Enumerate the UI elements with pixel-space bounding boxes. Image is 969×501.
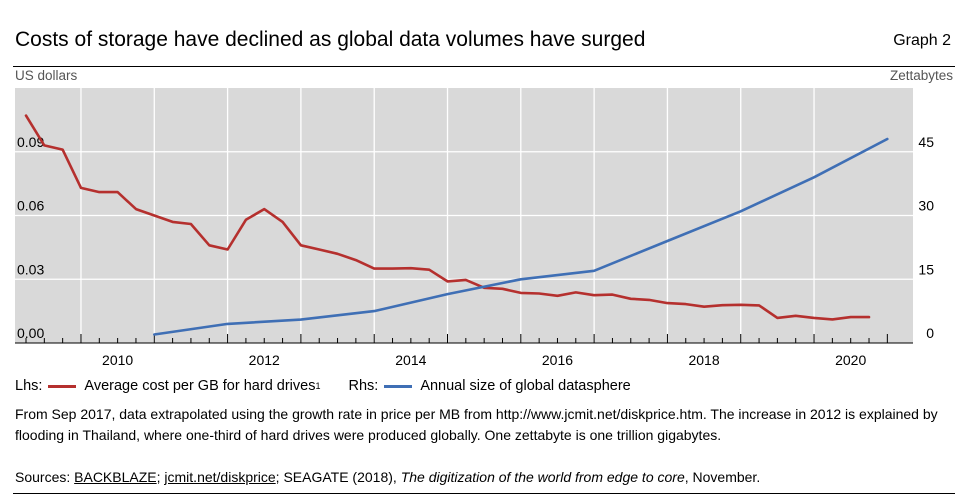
right-axis-unit: Zettabytes <box>889 68 953 83</box>
legend-datasphere-swatch <box>384 384 413 388</box>
legend-cost-swatch <box>48 384 77 388</box>
sources-prefix: Sources: <box>15 469 71 485</box>
x-axis-tick-label: 2010 <box>102 352 133 368</box>
right-axis-tick-label: 0 <box>926 325 934 341</box>
graph-number-label: Graph 2 <box>893 32 951 49</box>
right-axis-tick-label: 15 <box>918 261 934 277</box>
series-line-datasphere <box>153 137 889 336</box>
right-axis-tick-label: 30 <box>918 198 934 214</box>
legend: Lhs: Average cost per GB for hard drives… <box>15 378 631 394</box>
legend-cost-label: Average cost per GB for hard drives <box>84 378 316 394</box>
legend-footnote-marker: 1 <box>315 381 321 391</box>
x-axis-tick-label: 2012 <box>249 352 280 368</box>
legend-rhs-prefix: Rhs: <box>348 378 379 394</box>
x-axis-tick-label: 2020 <box>835 352 866 368</box>
source-backblaze-link[interactable]: BACKBLAZE <box>74 469 157 485</box>
x-axis-tick-label: 2018 <box>688 352 719 368</box>
left-axis-tick-label: 0.09 <box>17 134 44 150</box>
legend-lhs-prefix: Lhs: <box>15 378 43 394</box>
source-seagate-title: The digitization of the world from edge … <box>400 469 685 485</box>
sources-seagate: ; SEAGATE (2018), <box>275 469 397 485</box>
x-axis-tick-label: 2016 <box>542 352 573 368</box>
chart-title: Costs of storage have declined as global… <box>15 28 646 51</box>
right-axis-tick-label: 45 <box>918 134 934 150</box>
left-axis-tick-label: 0.06 <box>17 198 44 214</box>
bottom-rule <box>13 493 955 494</box>
source-jcmit-link[interactable]: jcmit.net/diskprice <box>164 469 276 485</box>
sources-separator: ; <box>156 469 161 485</box>
sources-line: Sources: BACKBLAZE; jcmit.net/diskprice;… <box>15 469 760 485</box>
left-axis-tick-label: 0.00 <box>17 325 44 341</box>
chart-svg: 0.00 0.03 0.06 0.09 0 15 30 45 2010 2012 2014 2016 2… <box>15 88 934 368</box>
left-axis-unit: US dollars <box>15 68 78 83</box>
series-line-storage-cost <box>24 114 871 321</box>
top-rule <box>13 66 955 67</box>
source-seagate-suffix: , November. <box>684 469 761 485</box>
legend-datasphere-label: Annual size of global datasphere <box>420 378 631 394</box>
x-axis-tick-label: 2014 <box>395 352 426 368</box>
chart-footnote: From Sep 2017, data extrapolated using t… <box>15 406 938 443</box>
left-axis-tick-label: 0.03 <box>17 261 44 277</box>
